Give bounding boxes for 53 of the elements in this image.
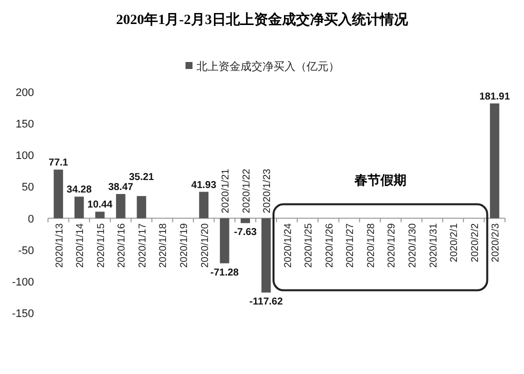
bar — [136, 196, 146, 218]
bar — [490, 103, 500, 218]
bar — [240, 218, 250, 224]
data-label: 38.47 — [108, 182, 134, 193]
bar — [95, 212, 105, 218]
x-tick-label: 2020/1/28 — [366, 222, 377, 268]
y-tick-label: 50 — [22, 182, 34, 194]
x-tick-label: 2020/2/1 — [449, 222, 460, 262]
y-tick-label: 100 — [16, 150, 34, 162]
legend-label: 北上资金成交净买入（亿元） — [196, 60, 340, 73]
x-tick-label: 2020/1/27 — [345, 222, 356, 268]
x-tick-label: 2020/1/17 — [137, 222, 148, 268]
bar — [74, 196, 84, 218]
x-tick-label: 2020/1/29 — [386, 222, 398, 268]
x-tick-label: 2020/1/13 — [54, 222, 66, 268]
x-tick-label: 2020/1/21 — [220, 168, 232, 214]
x-tick-label: 2020/1/19 — [179, 222, 190, 268]
x-tick-label: 2020/1/20 — [200, 222, 211, 268]
y-tick-label: 200 — [16, 87, 34, 99]
y-tick-label: -100 — [12, 276, 34, 288]
bar — [54, 170, 64, 218]
data-label: 181.91 — [479, 91, 510, 102]
x-tick-label: 2020/1/23 — [262, 168, 274, 214]
bar — [261, 218, 271, 293]
x-tick-label: 2020/1/24 — [282, 222, 294, 268]
x-tick-label: 2020/1/16 — [116, 222, 128, 268]
data-label: -117.62 — [249, 296, 284, 308]
x-tick-label: 2020/1/26 — [324, 222, 336, 268]
bar — [199, 192, 208, 218]
x-tick-label: 2020/1/15 — [96, 222, 107, 268]
x-tick-label: 2020/1/18 — [158, 222, 170, 268]
data-label: -71.28 — [210, 267, 240, 278]
annotation: 春节假期 — [353, 172, 406, 188]
chart-title: 2020年1月-2月3日北上资金成交净买入统计情况 — [116, 11, 409, 28]
x-tick-label: 2020/1/14 — [75, 222, 86, 268]
y-tick-label: 150 — [16, 118, 34, 131]
x-tick-label: 2020/1/22 — [241, 168, 252, 214]
x-tick-label: 2020/1/31 — [428, 222, 440, 268]
y-tick-label: 0 — [28, 213, 34, 226]
y-tick-label: -150 — [12, 308, 34, 320]
data-label: 41.93 — [191, 180, 217, 191]
data-label: 35.21 — [128, 172, 154, 183]
x-tick-label: 2020/1/25 — [304, 222, 315, 268]
x-tick-label: 2020/1/30 — [408, 222, 419, 268]
data-label: 77.1 — [48, 158, 69, 169]
data-label: 10.44 — [87, 200, 113, 211]
bar — [116, 194, 126, 218]
bar — [220, 218, 230, 264]
x-tick-label: 2020/2/3 — [490, 222, 502, 262]
data-label: -7.63 — [234, 227, 258, 238]
x-tick-label: 2020/2/2 — [470, 222, 481, 262]
y-tick-label: -50 — [18, 244, 34, 257]
data-label: 34.28 — [66, 184, 92, 196]
